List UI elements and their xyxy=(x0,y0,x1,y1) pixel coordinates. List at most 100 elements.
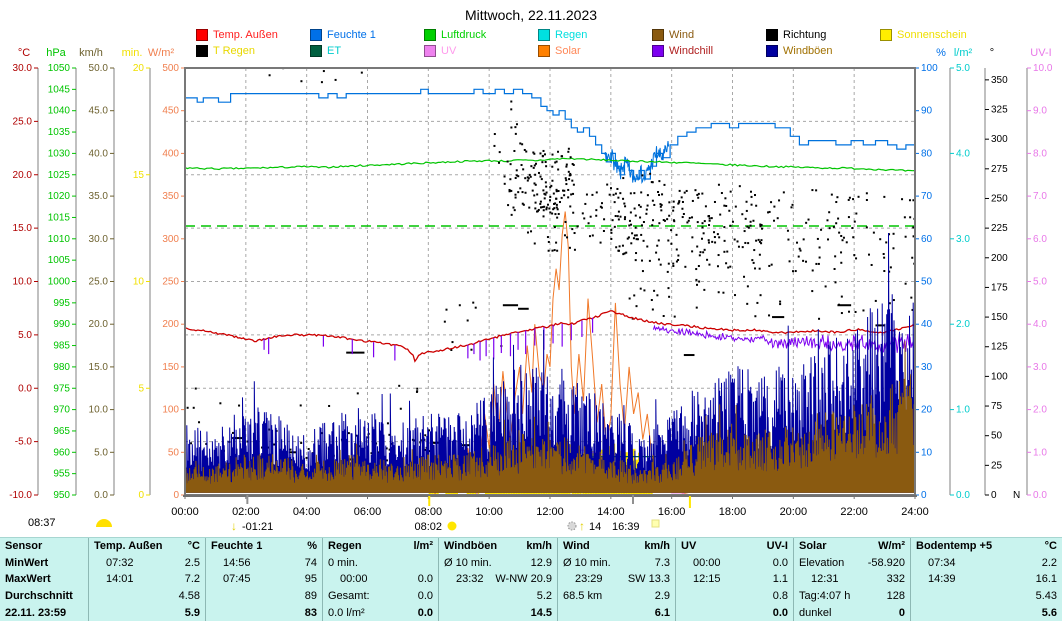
svg-text:150: 150 xyxy=(991,312,1008,323)
svg-text:1.0: 1.0 xyxy=(956,405,970,416)
svg-text:km/h: km/h xyxy=(79,47,103,59)
svg-text:350: 350 xyxy=(162,191,179,202)
table-row-label: Durchschnitt xyxy=(5,590,73,603)
legend-item-regen: Regen xyxy=(538,29,587,41)
svg-text:150: 150 xyxy=(162,362,179,373)
svg-text:0: 0 xyxy=(138,490,144,501)
svg-text:2.0: 2.0 xyxy=(956,319,970,330)
svg-text:50: 50 xyxy=(991,431,1003,442)
table-row: Ø 10 min. 12.9 xyxy=(444,555,552,572)
svg-text:5.0: 5.0 xyxy=(956,63,970,74)
svg-text:275: 275 xyxy=(991,164,1008,175)
table-row-label: Sensor xyxy=(5,540,43,552)
table-column-uv: UV UV-I 00:00 0.0 12:15 1.1 0.8 0.0 xyxy=(675,538,793,621)
svg-text:5.0: 5.0 xyxy=(1033,277,1047,288)
svg-text:15: 15 xyxy=(133,170,145,181)
cell-label: Ø 10 min. xyxy=(444,556,492,569)
svg-text:10.0: 10.0 xyxy=(1033,63,1053,74)
legend-item-uv: UV xyxy=(424,45,456,57)
table-row: Elevation -58.920 xyxy=(799,555,905,572)
legend-item-richtung: Richtung xyxy=(766,29,826,41)
svg-text:30: 30 xyxy=(921,362,933,373)
svg-text:20.0: 20.0 xyxy=(89,319,109,330)
table-row: 0.8 xyxy=(681,588,788,605)
legend-color-swatch xyxy=(880,29,892,41)
table-row: 00:00 0.0 xyxy=(328,571,433,588)
svg-text:0: 0 xyxy=(991,490,997,501)
legend-label: Solar xyxy=(555,45,581,57)
table-row-label: MaxWert xyxy=(5,573,51,586)
cell-label: 68.5 km xyxy=(563,590,603,603)
svg-text:100: 100 xyxy=(921,63,938,74)
svg-text:985: 985 xyxy=(53,341,70,352)
svg-text:975: 975 xyxy=(53,383,70,394)
svg-text:250: 250 xyxy=(162,277,179,288)
table-row: 07:45 95 xyxy=(211,571,317,588)
legend-label: Luftdruck xyxy=(441,29,487,41)
svg-text:08:00: 08:00 xyxy=(415,506,443,518)
svg-text:8.0: 8.0 xyxy=(1033,148,1047,159)
legend-label: T Regen xyxy=(213,45,255,57)
table-column-windb-en: Windböen km/h Ø 10 min. 12.9 23:32 W-NW 20.9 5… xyxy=(438,538,557,621)
svg-text:35.0: 35.0 xyxy=(89,191,109,202)
table-column-bodentemp-5: Bodentemp +5 °C 07:34 2.2 14:39 16.1 5.43 5.6 xyxy=(910,538,1062,621)
cell-value: 6.1 xyxy=(654,606,670,619)
legend-label: Windböen xyxy=(783,45,833,57)
svg-text:4.0: 4.0 xyxy=(956,148,970,159)
svg-text:5: 5 xyxy=(138,383,144,394)
svg-text:15.0: 15.0 xyxy=(13,223,33,234)
column-name: Bodentemp +5 xyxy=(916,540,993,552)
table-row: dunkel 0 xyxy=(799,605,905,621)
svg-text:25.0: 25.0 xyxy=(89,277,109,288)
svg-text:16:00: 16:00 xyxy=(658,506,686,518)
svg-text:50: 50 xyxy=(921,277,933,288)
column-unit: km/h xyxy=(644,540,670,552)
svg-text:1025: 1025 xyxy=(48,170,71,181)
svg-text:3.0: 3.0 xyxy=(1033,362,1047,373)
cell-label: Gesamt: xyxy=(328,590,370,603)
column-name: Solar xyxy=(799,540,827,552)
svg-text:75: 75 xyxy=(991,401,1003,412)
svg-text:°C: °C xyxy=(18,47,30,59)
column-unit: % xyxy=(307,540,317,552)
legend-item-t-regen: T Regen xyxy=(196,45,255,57)
table-row: 07:34 2.2 xyxy=(916,555,1057,572)
column-unit: l/m² xyxy=(413,540,433,552)
svg-text:12:00: 12:00 xyxy=(536,506,564,518)
down-arrow-icon: ↓ xyxy=(231,519,237,533)
cell-value: 2.9 xyxy=(654,590,670,603)
table-row: 6.1 xyxy=(563,605,670,621)
svg-text:300: 300 xyxy=(991,134,1008,145)
svg-text:°: ° xyxy=(990,47,994,59)
svg-text:1035: 1035 xyxy=(48,127,71,138)
svg-text:W/m²: W/m² xyxy=(148,47,175,59)
svg-text:60: 60 xyxy=(921,234,933,245)
svg-text:20: 20 xyxy=(921,405,933,416)
svg-text:9.0: 9.0 xyxy=(1033,106,1047,117)
cell-value: 0.8 xyxy=(772,590,788,603)
cell-label: Elevation xyxy=(799,556,845,569)
cell-value: 4.58 xyxy=(178,590,200,603)
astro-markers xyxy=(96,495,691,531)
cell-value: 2.2 xyxy=(1041,556,1057,569)
sunrise-time: 08:02 xyxy=(414,521,442,533)
svg-text:25.0: 25.0 xyxy=(13,116,33,127)
table-row: 5.6 xyxy=(916,605,1057,621)
cell-value: 0.0 xyxy=(417,606,433,619)
table-column-wind: Wind km/h Ø 10 min. 7.3 23:29 SW 13.3 68.5 km 2… xyxy=(557,538,675,621)
cell-value: 0.0 xyxy=(772,606,788,619)
table-row: 5.2 xyxy=(444,588,552,605)
svg-text:0.0: 0.0 xyxy=(956,490,970,501)
table-column-regen: Regen l/m² 0 min. 00:00 0.0 Gesamt: 0.0 0.0 l/m… xyxy=(322,538,438,621)
moonrise-time: 08:37 xyxy=(28,517,56,529)
svg-text:300: 300 xyxy=(162,234,179,245)
cell-value: 5.6 xyxy=(1041,606,1057,619)
column-unit: UV-I xyxy=(766,540,788,552)
svg-text:4.0: 4.0 xyxy=(1033,319,1047,330)
legend-label: Temp. Außen xyxy=(213,29,278,41)
table-row: Ø 10 min. 7.3 xyxy=(563,555,670,572)
legend-item-luftdruck: Luftdruck xyxy=(424,29,486,41)
cell-label: 12:31 xyxy=(811,573,839,586)
sunrise-line xyxy=(428,496,431,506)
column-name: Feuchte 1 xyxy=(211,540,263,552)
